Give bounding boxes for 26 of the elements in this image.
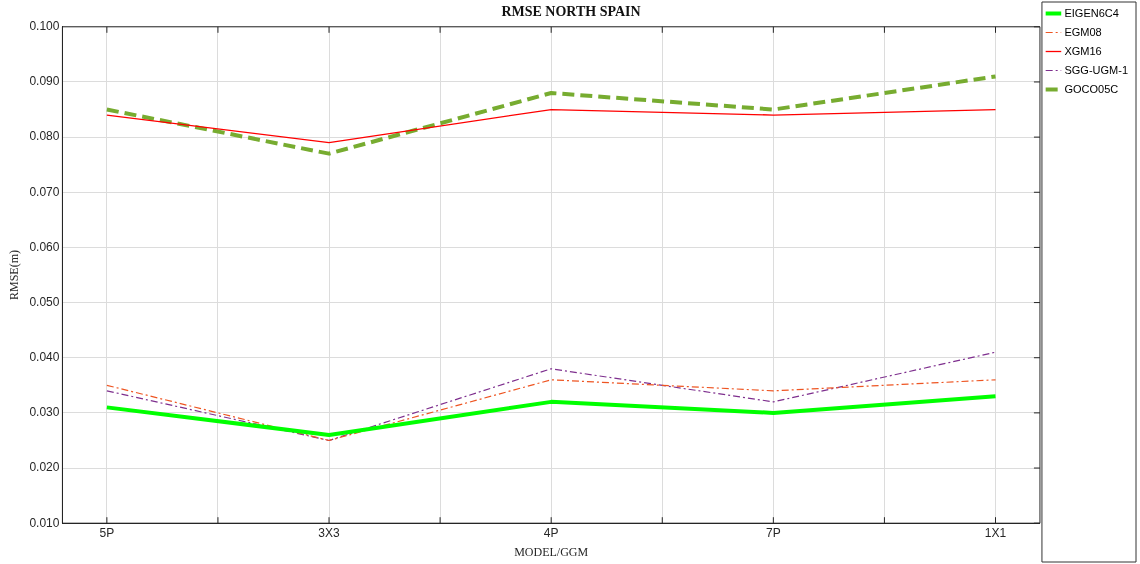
- x-tick-label: 4P: [543, 525, 559, 540]
- y-tick-label: 0.020: [29, 460, 60, 475]
- y-tick-label: 0.060: [29, 239, 60, 254]
- y-tick-label: 0.090: [29, 74, 60, 89]
- legend-label: SGG-UGM-1: [1064, 63, 1129, 76]
- x-tick-label: 3X3: [318, 525, 341, 540]
- x-tick-label: 5P: [99, 525, 115, 540]
- chart-title: RMSE NORTH SPAIN: [501, 4, 641, 20]
- y-tick-label: 0.080: [29, 129, 60, 144]
- x-tick-label: 7P: [766, 525, 781, 540]
- legend-label: XGM16: [1064, 44, 1102, 57]
- x-tick-label: 1X1: [984, 525, 1007, 540]
- line-series: [104, 74, 998, 156]
- line-series: [106, 351, 997, 442]
- y-tick-label: 0.070: [29, 184, 60, 199]
- y-tick-label: 0.010: [29, 515, 60, 530]
- line-series: [106, 379, 997, 442]
- y-tick-label: 0.040: [29, 350, 60, 365]
- y-tick-label: 0.030: [29, 405, 60, 420]
- legend-label: EGM08: [1064, 25, 1102, 38]
- y-tick-label: 0.050: [29, 294, 60, 309]
- legend-label: GOCO05C: [1064, 82, 1119, 95]
- legend-label: EIGEN6C4: [1064, 6, 1119, 19]
- x-axis-title: MODEL/GGM: [514, 544, 589, 559]
- y-tick-label: 0.100: [29, 19, 60, 34]
- y-axis-title: RMSE(m): [7, 249, 22, 301]
